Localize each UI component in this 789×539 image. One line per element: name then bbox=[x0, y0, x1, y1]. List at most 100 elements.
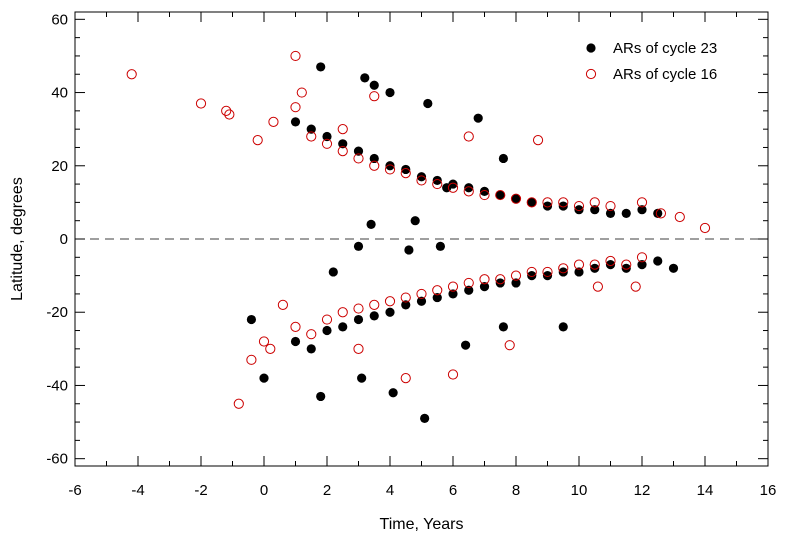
data-point bbox=[605, 200, 616, 212]
data-point bbox=[495, 189, 506, 201]
x-tick-label: 14 bbox=[697, 482, 714, 499]
data-point bbox=[416, 175, 427, 186]
series-2-points bbox=[126, 50, 711, 409]
series-1-points bbox=[246, 62, 679, 424]
data-point bbox=[322, 131, 332, 142]
data-point bbox=[590, 205, 600, 215]
data-point bbox=[338, 322, 348, 332]
data-point bbox=[590, 263, 600, 273]
data-point bbox=[432, 292, 442, 303]
data-point bbox=[316, 62, 326, 72]
y-tick-label: -20 bbox=[46, 304, 68, 321]
data-point bbox=[353, 241, 364, 251]
data-point bbox=[432, 285, 443, 296]
data-point bbox=[420, 413, 430, 424]
x-tick-label: 6 bbox=[449, 482, 457, 499]
data-point bbox=[126, 69, 137, 80]
data-point bbox=[321, 138, 333, 149]
data-point bbox=[655, 208, 667, 219]
data-point bbox=[306, 344, 316, 354]
data-point bbox=[353, 146, 364, 156]
data-point bbox=[369, 153, 379, 164]
data-point bbox=[338, 139, 348, 149]
data-point bbox=[290, 102, 301, 113]
data-point bbox=[221, 105, 232, 116]
data-point bbox=[573, 259, 585, 270]
data-point bbox=[653, 256, 663, 266]
data-point bbox=[558, 263, 569, 274]
data-point bbox=[195, 98, 207, 109]
y-tick-label: 60 bbox=[51, 11, 68, 28]
data-point bbox=[495, 190, 505, 200]
data-point bbox=[353, 303, 364, 314]
data-point bbox=[605, 208, 616, 218]
data-point bbox=[542, 271, 553, 281]
y-tick-label: 0 bbox=[60, 231, 68, 248]
data-point bbox=[246, 354, 257, 365]
data-point bbox=[621, 208, 631, 218]
data-point bbox=[337, 124, 348, 135]
data-point bbox=[388, 388, 398, 398]
data-point bbox=[463, 131, 474, 142]
data-point bbox=[233, 398, 244, 409]
data-point bbox=[637, 205, 647, 215]
data-point bbox=[369, 311, 379, 321]
data-point bbox=[461, 340, 471, 350]
data-point bbox=[479, 281, 490, 292]
x-tick-label: 10 bbox=[571, 482, 588, 499]
data-point bbox=[526, 266, 537, 278]
data-point bbox=[306, 131, 317, 142]
data-point bbox=[498, 153, 508, 164]
y-tick-label: -60 bbox=[46, 451, 68, 468]
legend-entry-1: ARs of cycle 23 bbox=[586, 40, 717, 57]
data-point bbox=[463, 277, 474, 289]
y-tick-label: -40 bbox=[46, 377, 68, 394]
data-point bbox=[630, 281, 641, 292]
data-point bbox=[653, 208, 663, 218]
data-point bbox=[592, 281, 604, 292]
data-point bbox=[384, 296, 396, 307]
data-point bbox=[416, 296, 427, 306]
data-point bbox=[574, 267, 584, 277]
data-point bbox=[699, 222, 711, 234]
data-point bbox=[495, 278, 505, 288]
data-point bbox=[636, 252, 648, 263]
data-point bbox=[277, 299, 288, 311]
data-point bbox=[401, 164, 411, 175]
data-point bbox=[384, 164, 396, 175]
data-point bbox=[558, 322, 568, 332]
data-point bbox=[574, 205, 584, 215]
data-point bbox=[532, 135, 544, 146]
data-point bbox=[265, 343, 276, 354]
data-point bbox=[605, 255, 616, 267]
data-point bbox=[337, 146, 348, 157]
data-point bbox=[479, 189, 490, 201]
data-point bbox=[353, 343, 364, 354]
data-point bbox=[360, 73, 370, 83]
data-point bbox=[473, 113, 483, 123]
data-point bbox=[636, 197, 648, 208]
legend-label: ARs of cycle 16 bbox=[613, 66, 717, 83]
data-point bbox=[668, 263, 679, 273]
data-point bbox=[605, 260, 616, 270]
data-point bbox=[322, 325, 332, 336]
data-point bbox=[542, 201, 553, 211]
data-point bbox=[290, 321, 301, 332]
x-tick-label: 0 bbox=[260, 482, 268, 499]
data-point bbox=[558, 197, 569, 208]
legend: ARs of cycle 23 ARs of cycle 16 bbox=[585, 40, 717, 83]
data-point bbox=[321, 314, 333, 325]
data-point bbox=[400, 292, 411, 303]
data-point bbox=[479, 274, 490, 285]
data-point bbox=[353, 314, 364, 325]
data-point bbox=[558, 201, 568, 211]
data-point bbox=[511, 194, 521, 204]
data-point bbox=[290, 336, 301, 347]
data-point bbox=[510, 193, 522, 204]
y-tick-label: 20 bbox=[51, 158, 68, 175]
axes: -6 -4 -2 0 2 4 6 8 10 12 14 16-60-40-200204060Time,… bbox=[9, 11, 776, 533]
data-point bbox=[316, 391, 326, 402]
data-point bbox=[621, 259, 632, 270]
